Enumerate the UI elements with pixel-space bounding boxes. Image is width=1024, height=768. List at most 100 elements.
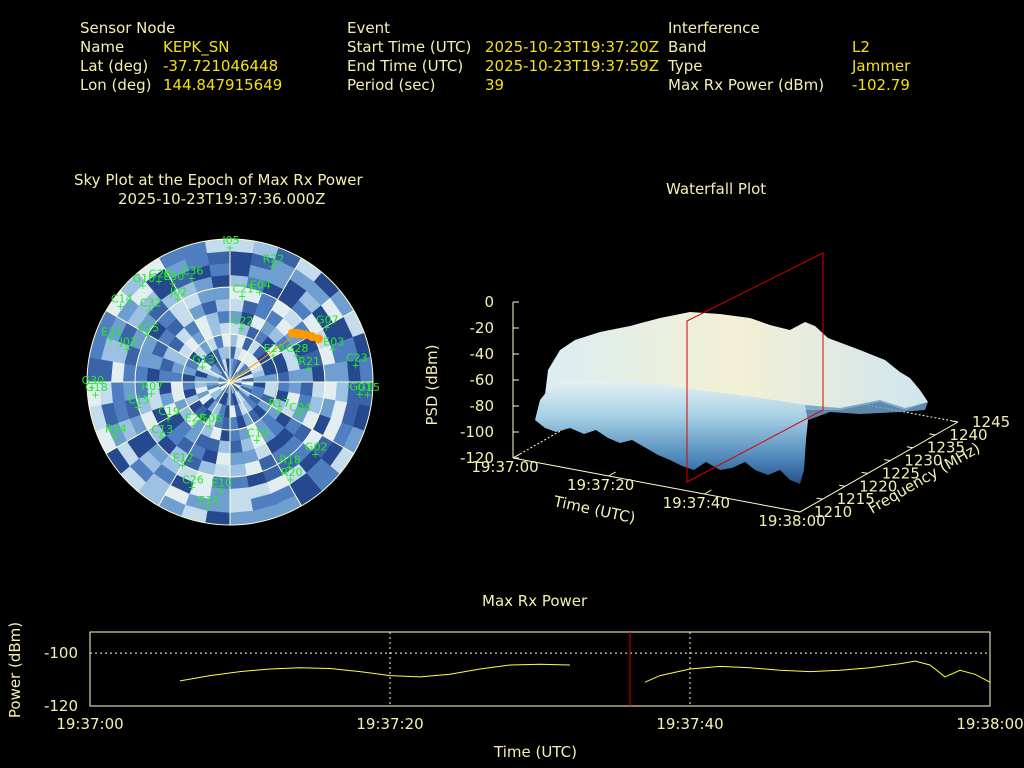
waterfall-x-axis: [512, 457, 801, 513]
satellite-label: G10: [133, 272, 156, 285]
satellite-label: R22: [263, 253, 285, 266]
satellite-plus: +: [329, 345, 337, 356]
satellite-plus: +: [169, 279, 177, 290]
waterfall-title: Waterfall Plot: [666, 180, 767, 198]
satellite-markers: +I05+G10 +G20+E30 +E36 +R22+C14+C32 +J02 +C21…: [82, 234, 380, 514]
satellite-plus: +: [190, 421, 198, 432]
sky-plot-spokes: [87, 239, 373, 525]
sky-heat-cell: [229, 499, 254, 514]
satellite-label: R07: [142, 380, 164, 393]
waterfall-x-tick: [608, 471, 616, 477]
interference-power-value: -102.79: [852, 76, 910, 94]
satellite-plus: +: [91, 390, 99, 401]
power-y-tick-label: -100: [44, 644, 78, 662]
sensor-lat-value: -37.721046448: [163, 57, 279, 75]
satellite-label: C22: [232, 315, 254, 328]
power-y-tick-label: -120: [44, 697, 78, 715]
sky-heat-cell: [229, 262, 251, 277]
sky-heat-cell: [335, 381, 350, 403]
satellite-plus: +: [143, 330, 151, 341]
event-end-value: 2025-10-23T19:37:59Z: [485, 57, 659, 75]
satellite-label: C25: [138, 321, 160, 334]
satellite-plus: +: [268, 262, 276, 273]
satellite-label: G18: [85, 381, 108, 394]
power-x-tick-label: 19:37:40: [656, 715, 723, 733]
satellite-label: E11: [198, 494, 219, 507]
jammer-track-point: [314, 334, 324, 344]
satellite-label: R21: [298, 355, 320, 368]
satellite-label: C21: [232, 282, 254, 295]
satellite-label: E28: [185, 412, 206, 425]
waterfall-y-axis: [799, 421, 959, 513]
sky-plot-subtitle: 2025-10-23T19:37:36.000Z: [118, 190, 326, 208]
satellite-plus: +: [226, 243, 234, 254]
waterfall-x-tick: [799, 507, 808, 513]
satellite-label: G01: [350, 380, 373, 393]
sky-heat-cell: [323, 381, 338, 401]
sky-heat-cell: [122, 363, 137, 383]
satellite-plus: +: [352, 360, 360, 371]
satellite-plus: +: [237, 324, 245, 335]
satellite-plus: +: [146, 306, 154, 317]
interference-power-label: Max Rx Power (dBm): [668, 76, 825, 94]
interference-type-value: Jammer: [852, 57, 911, 75]
satellite-plus: +: [155, 276, 163, 287]
event-period-label: Period (sec): [347, 76, 436, 94]
sensor-lat-label: Lat (deg): [80, 57, 149, 75]
event-end-label: End Time (UTC): [347, 57, 464, 75]
satellite-label: E04: [250, 278, 271, 291]
satellite-label: G13: [192, 353, 215, 366]
sky-heat-cell: [229, 452, 245, 466]
satellite-plus: +: [157, 432, 165, 443]
satellite-plus: +: [164, 414, 172, 425]
waterfall-y-tick-label: 1245: [972, 413, 1010, 431]
sky-spoke: [158, 381, 231, 507]
waterfall-x-tick: [704, 489, 712, 495]
power-plot: 19:37:00 19:37:20 19:37:40 19:38:00 -100 -120…: [6, 622, 1024, 733]
waterfall-y-tick: [884, 459, 891, 462]
jammer-track: [288, 328, 324, 344]
satellite-label: C14: [111, 292, 133, 305]
sensor-lon-label: Lon (deg): [80, 76, 152, 94]
waterfall-y-tick: [861, 471, 868, 474]
satellite-label: E36: [182, 264, 203, 277]
event-start-value: 2025-10-23T19:37:20Z: [485, 38, 659, 56]
power-series-line: [179, 663, 571, 682]
sky-heat-cell: [276, 371, 290, 383]
waterfall-surface-side: [805, 400, 928, 420]
waterfall-z-tick-label: -80: [470, 397, 495, 415]
waterfall-z-tick-label: -20: [470, 319, 495, 337]
power-plot-ylabel: Power (dBm): [6, 622, 24, 718]
waterfall-x-tick-label: 19:37:00: [471, 458, 538, 476]
satellite-plus: +: [116, 301, 124, 312]
waterfall-epoch-marker: [686, 252, 824, 483]
waterfall-z-tick-label: -40: [470, 345, 495, 363]
satellite-label: G28: [286, 342, 309, 355]
sky-plot-title: Sky Plot at the Epoch of Max Rx Power: [74, 171, 363, 189]
satellite-label: G02: [305, 440, 328, 453]
sky-spoke: [229, 381, 302, 507]
waterfall-z-tick-label: -100: [460, 423, 494, 441]
satellite-label: E03: [323, 336, 344, 349]
event-period-value: 39: [485, 76, 505, 94]
sky-heat-cell: [213, 463, 231, 478]
satellite-plus: +: [139, 281, 147, 292]
sky-heat-cell: [229, 487, 251, 502]
satellite-plus: +: [216, 486, 224, 497]
sky-heat-cell: [300, 381, 314, 397]
satellite-plus: +: [123, 345, 131, 356]
waterfall-x-tick-label: 19:38:00: [758, 512, 825, 530]
satellite-plus: +: [147, 389, 155, 400]
sky-heat-cell: [204, 239, 231, 254]
satellite-plus: +: [356, 389, 364, 400]
waterfall-zlabel: PSD (dBm): [423, 344, 441, 425]
satellite-plus: +: [311, 449, 319, 460]
sky-spoke: [229, 381, 355, 454]
satellite-label: E12: [173, 452, 194, 465]
waterfall-z-tick-label: 0: [484, 293, 494, 311]
satellite-plus: +: [269, 351, 277, 362]
satellite-plus: +: [255, 287, 263, 298]
sky-heat-cell: [87, 381, 102, 408]
